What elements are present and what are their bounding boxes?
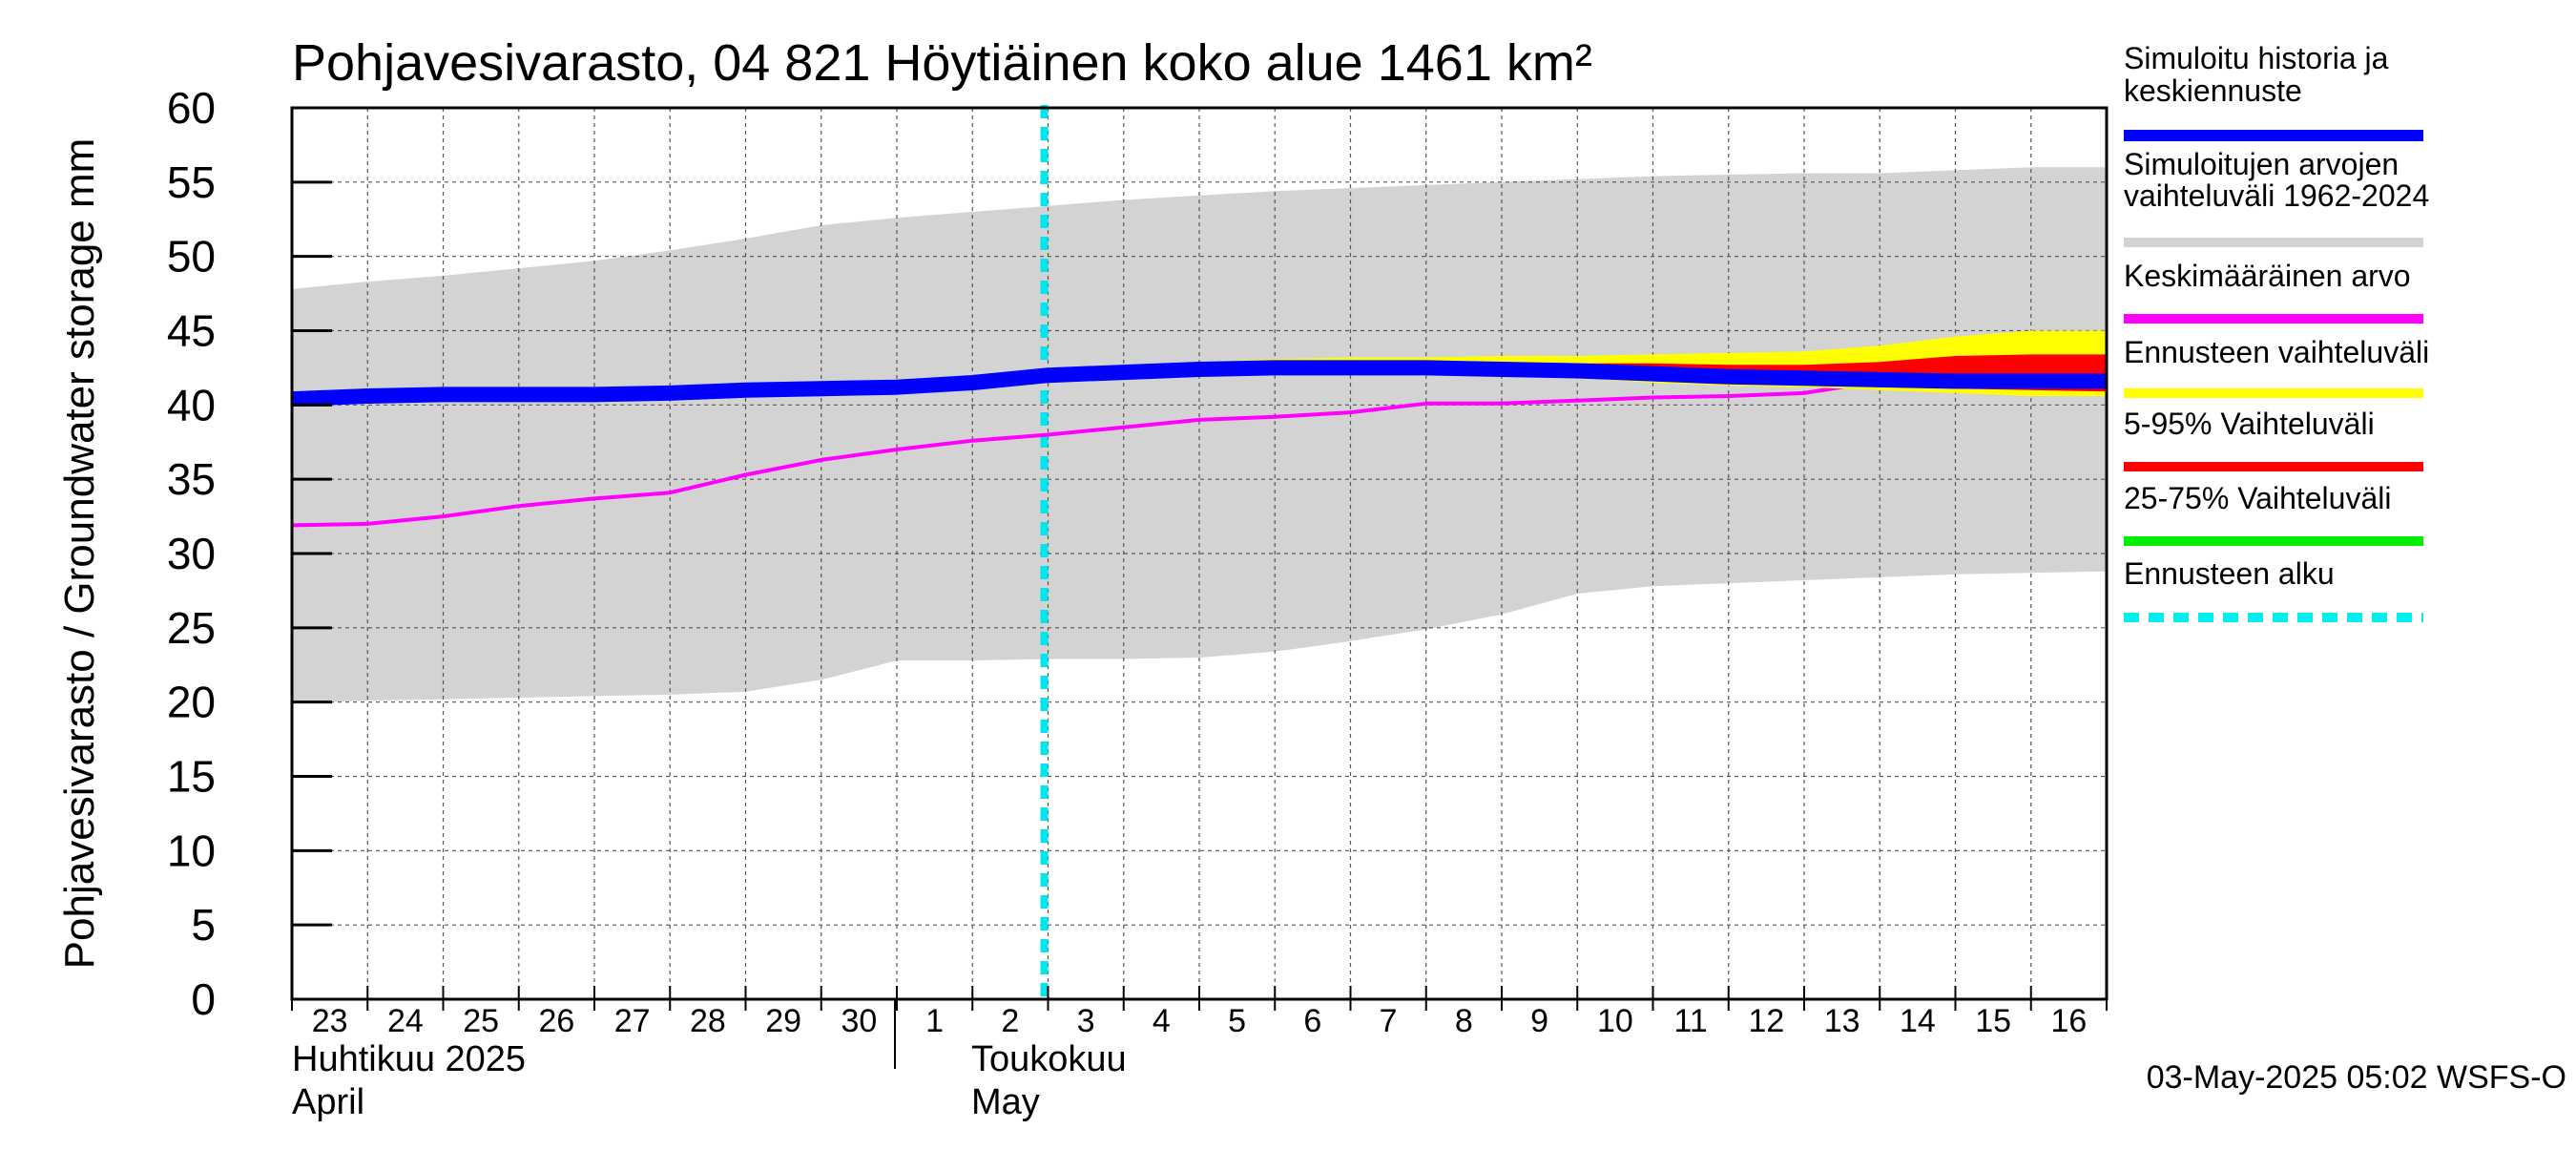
month-label-fi: Huhtikuu 2025 bbox=[292, 1039, 526, 1079]
x-tick-label: 11 bbox=[1673, 1003, 1707, 1039]
y-tick-label: 40 bbox=[167, 380, 216, 429]
y-tick-label: 55 bbox=[167, 157, 216, 207]
x-tick-label: 13 bbox=[1824, 1003, 1860, 1039]
y-tick-label: 35 bbox=[167, 454, 216, 504]
y-tick-label: 0 bbox=[191, 974, 216, 1024]
legend-label: Keskimääräinen arvo bbox=[2124, 259, 2411, 293]
y-tick-label: 45 bbox=[167, 306, 216, 356]
legend-label-line: Simuloitujen arvojen bbox=[2124, 147, 2399, 181]
legend-label-line: vaihteluväli 1962-2024 bbox=[2124, 178, 2429, 213]
x-tick-label: 9 bbox=[1530, 1003, 1548, 1039]
legend-item: Simuloitujen arvojen vaihteluväli 1962-20… bbox=[2124, 147, 2429, 247]
footer-timestamp: 03-May-2025 05:02 WSFS-O bbox=[2147, 1059, 2566, 1096]
y-tick-label: 60 bbox=[167, 83, 216, 133]
series-line-5 bbox=[291, 360, 2107, 408]
x-tick-label: 7 bbox=[1380, 1003, 1398, 1039]
y-tick-label: 5 bbox=[191, 900, 216, 950]
x-tick-label: 27 bbox=[614, 1003, 651, 1039]
month-label-fi: Toukokuu bbox=[971, 1039, 1127, 1079]
legend-label-line: Simuloitu historia ja bbox=[2124, 41, 2389, 75]
y-axis-label: Pohjavesivarasto / Groundwater storage m… bbox=[56, 138, 103, 970]
x-tick-label: 14 bbox=[1900, 1003, 1936, 1039]
y-tick-label: 50 bbox=[167, 232, 216, 282]
x-tick-label: 23 bbox=[312, 1003, 348, 1039]
x-tick-label: 24 bbox=[387, 1003, 424, 1039]
x-tick-label: 16 bbox=[2050, 1003, 2087, 1039]
x-tick-label: 8 bbox=[1455, 1003, 1473, 1039]
x-tick-label: 15 bbox=[1975, 1003, 2011, 1039]
x-tick-label: 12 bbox=[1748, 1003, 1784, 1039]
legend-label: Simuloitu historia ja keskiennuste bbox=[2124, 41, 2389, 108]
legend-label: 5-95% Vaihteluväli bbox=[2124, 407, 2375, 441]
legend-item: 5-95% Vaihteluväli bbox=[2124, 407, 2423, 471]
y-tick-label: 10 bbox=[167, 826, 216, 875]
y-tick-label: 25 bbox=[167, 603, 216, 653]
x-tick-label: 6 bbox=[1303, 1003, 1321, 1039]
x-tick-label: 28 bbox=[690, 1003, 726, 1039]
x-tick-label: 30 bbox=[841, 1003, 877, 1039]
legend-item: 25-75% Vaihteluväli bbox=[2124, 481, 2423, 546]
y-tick-label: 15 bbox=[167, 752, 216, 802]
x-tick-label: 29 bbox=[765, 1003, 801, 1039]
x-tick-label: 2 bbox=[1001, 1003, 1019, 1039]
legend-label-line: keskiennuste bbox=[2124, 73, 2302, 108]
x-tick-label: 10 bbox=[1597, 1003, 1633, 1039]
x-tick-label: 1 bbox=[925, 1003, 944, 1039]
x-tick-label: 3 bbox=[1077, 1003, 1095, 1039]
y-tick-label: 30 bbox=[167, 529, 216, 578]
x-tick-label: 25 bbox=[463, 1003, 499, 1039]
legend-label: Ennusteen vaihteluväli bbox=[2124, 335, 2429, 369]
month-label-en: April bbox=[292, 1082, 364, 1122]
legend-label: 25-75% Vaihteluväli bbox=[2124, 481, 2391, 515]
y-tick-label: 20 bbox=[167, 678, 216, 727]
legend-item: Keskimääräinen arvo bbox=[2124, 259, 2423, 324]
legend-item: Ennusteen vaihteluväli bbox=[2124, 335, 2429, 398]
legend-item: Ennusteen alku bbox=[2124, 556, 2423, 622]
chart-title: Pohjavesivarasto, 04 821 Höytiäinen koko… bbox=[292, 34, 1592, 92]
x-tick-label: 26 bbox=[538, 1003, 574, 1039]
x-tick-label: 4 bbox=[1153, 1003, 1171, 1039]
legend-label: Ennusteen alku bbox=[2124, 556, 2335, 591]
series-line-1 bbox=[291, 373, 2108, 528]
legend-label: Simuloitujen arvojen vaihteluväli 1962-20… bbox=[2124, 147, 2429, 213]
legend-item: Simuloitu historia ja keskiennuste bbox=[2124, 41, 2423, 141]
x-tick-label: 5 bbox=[1228, 1003, 1246, 1039]
month-label-en: May bbox=[971, 1082, 1040, 1122]
